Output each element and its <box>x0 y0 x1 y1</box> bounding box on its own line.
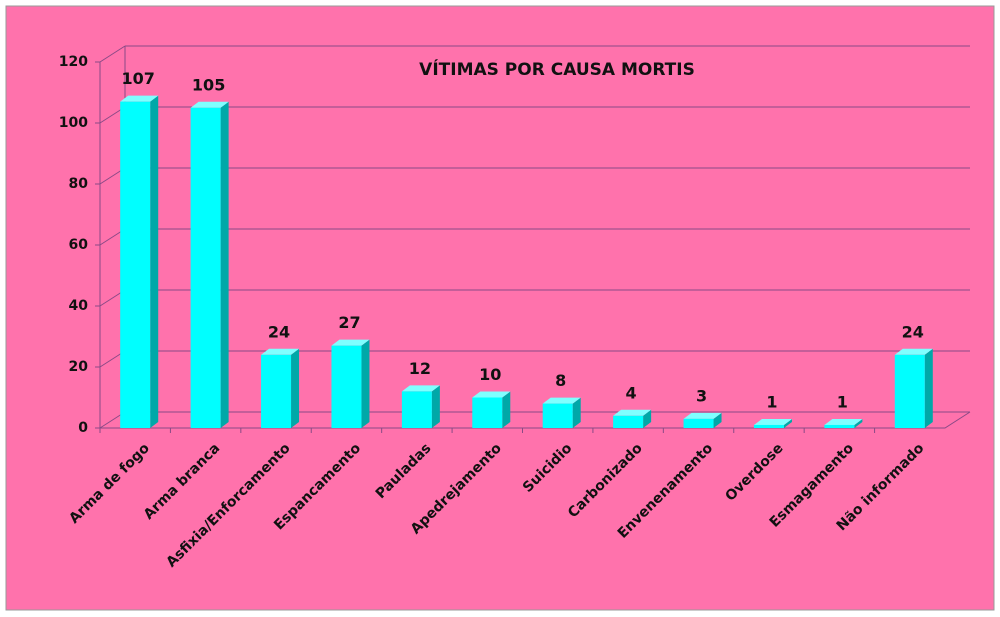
bar-side <box>643 409 652 428</box>
bar-side <box>924 348 933 428</box>
data-label: 24 <box>268 322 290 341</box>
bar-top <box>683 412 722 419</box>
data-label: 105 <box>192 75 225 94</box>
bar-top <box>261 348 300 355</box>
y-tick-label: 80 <box>69 176 89 192</box>
data-label: 107 <box>122 69 155 88</box>
bar-top <box>824 418 863 425</box>
data-label: 10 <box>479 365 501 384</box>
y-tick-label: 0 <box>78 420 88 436</box>
bar <box>401 391 432 428</box>
bar <box>613 415 644 428</box>
data-label: 24 <box>902 322 924 341</box>
data-label: 1 <box>766 392 777 411</box>
bar <box>542 403 573 428</box>
y-tick-label: 60 <box>69 237 89 253</box>
y-tick-label: 120 <box>59 54 88 70</box>
bar <box>190 107 221 428</box>
data-label: 4 <box>626 383 637 402</box>
bar-side <box>854 418 863 428</box>
bar-side <box>361 339 370 428</box>
bar-side <box>572 397 581 428</box>
bar <box>894 354 925 428</box>
bar-side <box>431 385 440 428</box>
bar-side <box>502 391 511 428</box>
bar-top <box>542 397 581 404</box>
bar-top <box>331 339 370 346</box>
bar-side <box>291 348 300 428</box>
chart-title: VÍTIMAS POR CAUSA MORTIS <box>419 58 695 80</box>
bar <box>753 424 784 428</box>
data-label: 3 <box>696 386 707 405</box>
data-label: 27 <box>338 313 360 332</box>
data-label: 8 <box>555 371 566 390</box>
y-tick-label: 20 <box>69 359 89 375</box>
bar-side <box>713 412 722 428</box>
bar-side <box>150 95 159 429</box>
bar <box>472 397 503 428</box>
bar <box>331 345 362 428</box>
bar-side <box>220 101 229 428</box>
data-label: 1 <box>837 392 848 411</box>
bar-top <box>753 418 792 425</box>
bar-top <box>613 409 652 416</box>
bar <box>120 101 151 429</box>
data-label: 12 <box>409 359 431 378</box>
bar <box>261 354 292 428</box>
grid-line <box>99 45 126 63</box>
bar <box>683 418 714 428</box>
bar-top <box>472 391 511 398</box>
bar-top <box>190 101 229 108</box>
bar-top <box>894 348 933 355</box>
bar-side <box>783 418 792 428</box>
y-tick-label: 40 <box>69 298 89 314</box>
bar <box>824 424 855 428</box>
bar-top <box>401 385 440 392</box>
y-tick-label: 100 <box>59 115 88 131</box>
bar-top <box>120 95 159 102</box>
